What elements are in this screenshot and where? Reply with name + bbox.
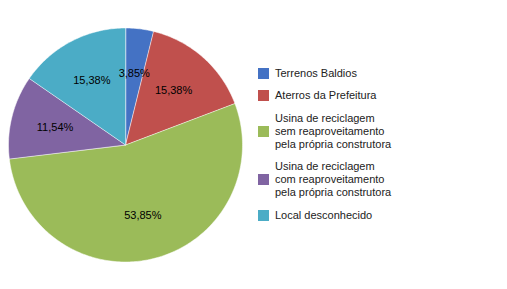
svg-text:11,54%: 11,54% (37, 121, 74, 133)
svg-text:15,38%: 15,38% (155, 84, 193, 96)
html-text:Terrenos Baldios: Terrenos Baldios (275, 67, 357, 80)
html-text:Usina de reciclagem sem reapro: Usina de reciclagem sem reaproveitamento… (275, 111, 392, 150)
html-text:Local desconhecido: Local desconhecido (275, 208, 373, 221)
html-text:Aterros da Prefeitura: Aterros da Prefeitura (275, 89, 377, 102)
html-text:Usina de reciclagem com reapro: Usina de reciclagem com reaproveitamento… (275, 160, 392, 199)
svg-text:15,38%: 15,38% (73, 74, 111, 86)
svg-text:3,85%: 3,85% (119, 67, 150, 79)
svg-text:53,85%: 53,85% (124, 209, 162, 221)
